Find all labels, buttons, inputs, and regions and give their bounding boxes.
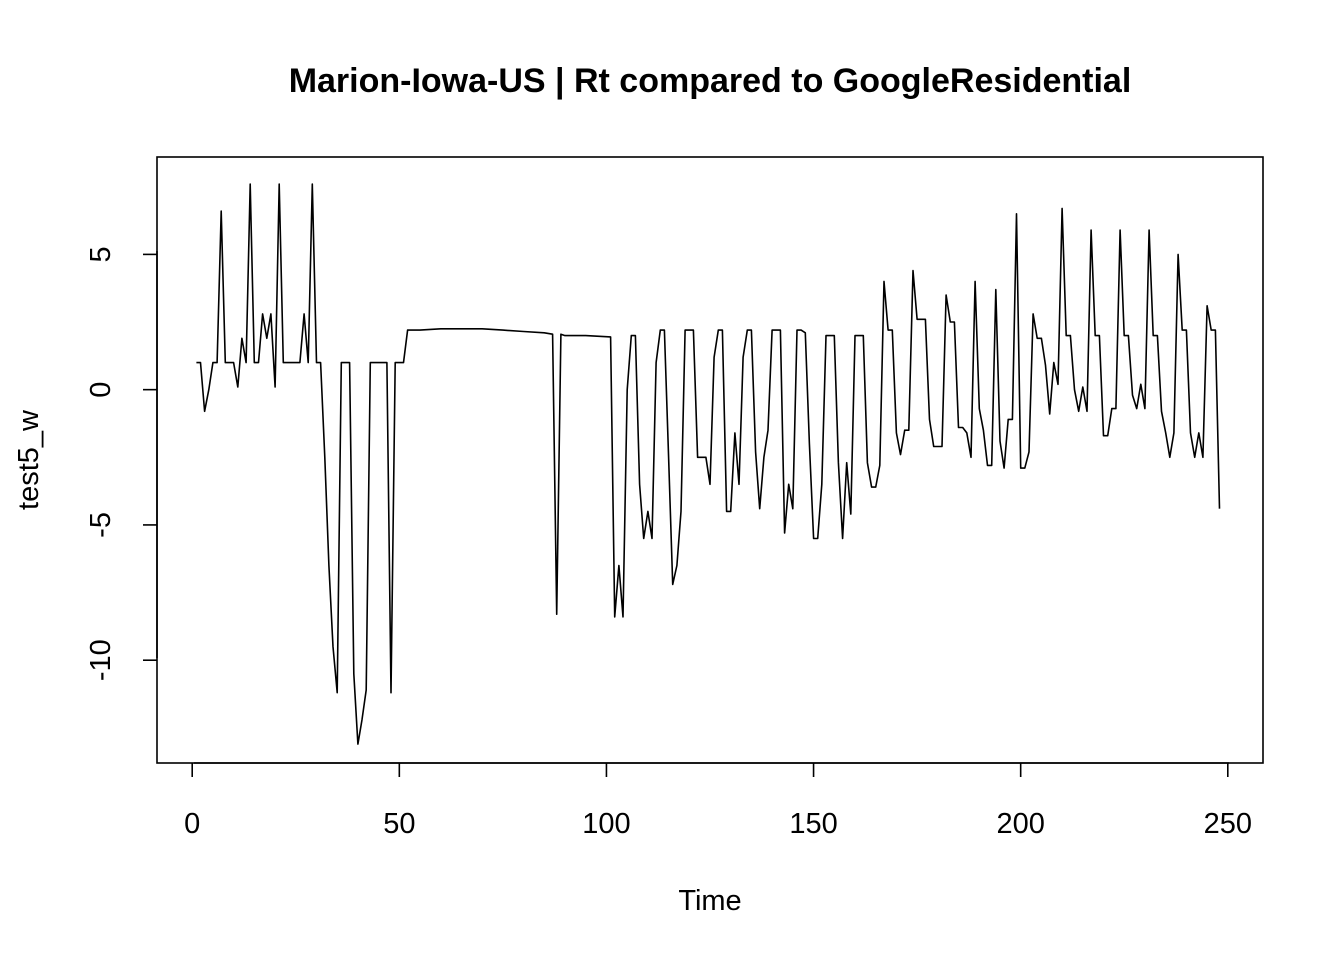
y-axis-label: test5_w [13,409,45,510]
x-tick-label: 250 [1204,808,1252,840]
x-tick-label: 0 [184,808,200,840]
y-axis-ticks: -10 -5 0 5 [85,246,157,681]
x-tick-label: 150 [789,808,837,840]
y-tick-label: 5 [85,246,117,262]
chart-title: Marion-Iowa-US | Rt compared to GoogleRe… [289,62,1132,100]
y-tick-label: 0 [85,382,117,398]
y-tick-label: -5 [85,512,117,538]
x-axis-label: Time [678,885,741,917]
x-tick-label: 200 [996,808,1044,840]
x-tick-label: 50 [383,808,415,840]
x-tick-label: 100 [582,808,630,840]
x-axis-ticks: 0 50 100 150 200 250 [184,763,1252,840]
series-line [196,183,1221,745]
y-tick-label: -10 [85,639,117,681]
